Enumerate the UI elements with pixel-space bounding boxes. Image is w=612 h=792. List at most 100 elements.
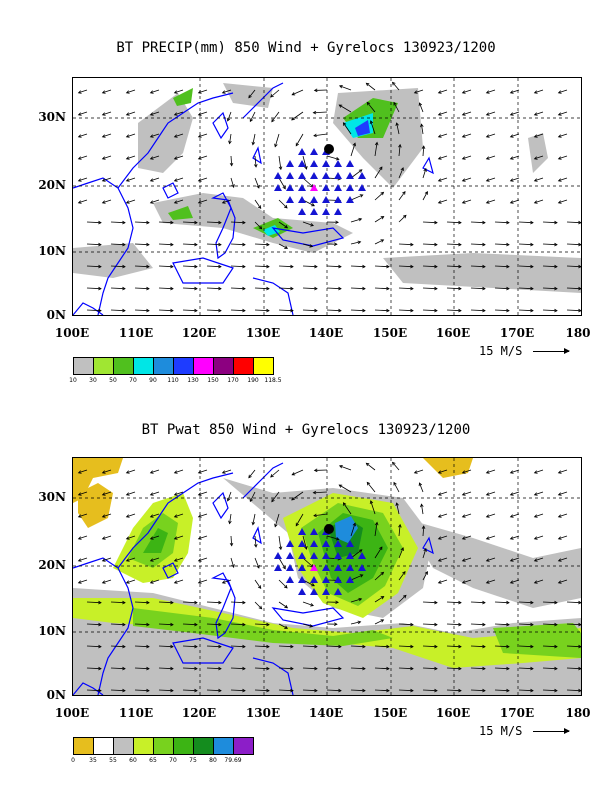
wind-vector-head	[461, 200, 466, 204]
wind-vector-head	[98, 600, 102, 605]
wind-vector	[230, 287, 246, 290]
gyre-location-marker	[286, 196, 294, 203]
gyre-location-marker	[358, 184, 366, 191]
wind-vector-head	[291, 472, 296, 476]
wind-vector-head	[278, 546, 283, 551]
wind-vector-head	[358, 549, 363, 553]
wind-vector-head	[194, 622, 198, 627]
wind-vector-head	[506, 220, 510, 225]
wind-vector	[374, 645, 390, 648]
wind-vector-head	[295, 522, 299, 527]
wind-vector-head	[485, 134, 490, 138]
wind-vector-head	[98, 308, 102, 313]
wind-vector	[274, 133, 280, 147]
wind-vector	[339, 484, 352, 493]
wind-vector	[182, 601, 198, 604]
wind-vector	[510, 491, 520, 496]
wind-vector-head	[101, 558, 106, 562]
wind-vector	[134, 309, 150, 312]
wind-vector	[494, 243, 510, 246]
gyre-location-marker	[346, 564, 354, 571]
gyre-location-marker	[298, 196, 306, 203]
wind-vector	[486, 579, 496, 584]
wind-vector-head	[101, 470, 106, 474]
wind-vector	[174, 579, 184, 584]
colorbar-swatch	[94, 358, 114, 374]
wind-vector-head	[335, 220, 339, 225]
wind-vector-head	[311, 583, 315, 587]
wind-vector-head	[310, 603, 314, 607]
wind-vector-head	[173, 112, 178, 116]
gyre-location-marker	[298, 208, 306, 215]
gyre-location-marker	[346, 576, 354, 583]
wind-vector	[339, 104, 352, 113]
wind-vector	[126, 111, 136, 116]
wind-vector	[374, 572, 384, 581]
wind-vector-head	[423, 547, 427, 552]
gyre-location-marker	[334, 184, 342, 191]
wind-vector	[174, 199, 184, 204]
wind-vector	[182, 287, 198, 290]
wind-vector-head	[506, 242, 510, 247]
wind-vector-head	[125, 536, 130, 540]
gyre-location-marker	[334, 540, 342, 547]
wind-vector-head	[338, 308, 342, 313]
wind-vector	[421, 504, 424, 515]
xtick-120e: 120E	[181, 326, 217, 340]
wind-vector	[558, 199, 568, 204]
wind-vector	[486, 557, 496, 562]
wind-vector-head	[437, 156, 442, 160]
colorbar-swatch	[254, 358, 273, 374]
wind-vector-head	[197, 492, 202, 496]
wind-vector-head	[557, 514, 562, 518]
wind-vector	[558, 491, 568, 496]
wind-vector	[254, 557, 260, 569]
wind-vector-head	[458, 286, 462, 291]
wind-vector	[350, 689, 366, 692]
colorbar-label: 130	[187, 377, 199, 384]
colorbar-label: 10	[69, 377, 77, 384]
wind-vector-head	[242, 220, 246, 225]
wind-vector-head	[257, 205, 262, 210]
wind-vector-head	[197, 156, 202, 160]
wind-vector	[534, 469, 544, 474]
wind-vector-head	[125, 112, 130, 116]
wind-vector	[486, 89, 496, 94]
wind-vector	[566, 667, 581, 670]
wind-vector-head	[413, 90, 418, 94]
wind-vector	[350, 621, 361, 625]
wind-vector-head	[101, 200, 106, 204]
wind-vector-head	[482, 688, 486, 693]
wind-vector	[393, 482, 400, 493]
wind-vector-head	[338, 688, 342, 693]
wind-vector	[174, 155, 184, 160]
wind-vector-head	[578, 644, 581, 649]
wind-vector-head	[146, 242, 150, 247]
wind-vector	[396, 502, 400, 515]
wind-vector	[102, 111, 112, 116]
wind-vector	[494, 689, 510, 692]
wind-vector-head	[506, 644, 510, 649]
wind-vector-head	[434, 308, 438, 313]
wind-vector-head	[434, 688, 438, 693]
wind-vector	[419, 482, 424, 493]
wind-vector-head	[218, 644, 222, 649]
wind-vector-head	[557, 492, 562, 496]
wind-vector	[494, 309, 510, 312]
colorbar-label: 35	[89, 757, 97, 764]
wind-vector-head	[380, 619, 385, 623]
wind-vector-head	[173, 470, 178, 474]
wind-vector-head	[290, 286, 294, 291]
wind-vector-head	[218, 666, 222, 671]
wind-vector	[542, 601, 558, 604]
wind-vector	[302, 243, 313, 247]
wind-vector	[422, 191, 428, 201]
wind-vector-head	[578, 220, 581, 225]
wind-vector-head	[458, 242, 462, 247]
wind-vector	[182, 689, 198, 692]
wind-vector-head	[461, 492, 466, 496]
wind-vector-head	[77, 200, 82, 204]
wind-vector	[110, 601, 126, 604]
xtick-140e: 140E	[308, 326, 344, 340]
wind-vector	[86, 221, 102, 224]
